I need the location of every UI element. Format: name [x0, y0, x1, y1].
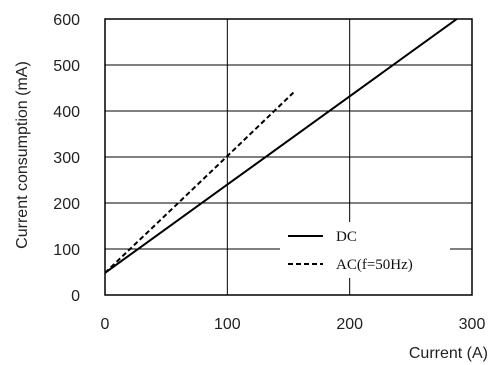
series-line-ac [105, 91, 295, 274]
y-tick-label-0: 0 [71, 288, 80, 305]
y-tick-labels: 0 100 200 300 400 500 600 [53, 12, 80, 305]
x-tick-label-200: 200 [336, 316, 363, 333]
x-tick-label-100: 100 [214, 316, 241, 333]
y-tick-label-200: 200 [53, 196, 80, 213]
y-tick-label-400: 400 [53, 104, 80, 121]
x-tick-labels: 0 100 200 300 [101, 316, 486, 333]
y-axis-title: Current consumption (mA) [14, 61, 31, 249]
legend-label-ac: AC(f=50Hz) [336, 257, 413, 273]
y-tick-label-600: 600 [53, 12, 80, 29]
legend: DC AC(f=50Hz) [280, 222, 450, 278]
x-axis-title: Current (A) [409, 345, 488, 362]
series-line-dc [105, 19, 459, 274]
y-tick-label-100: 100 [53, 242, 80, 259]
x-tick-label-0: 0 [101, 316, 110, 333]
legend-background [280, 222, 450, 278]
series-group [105, 19, 459, 274]
y-tick-label-300: 300 [53, 150, 80, 167]
y-tick-label-500: 500 [53, 58, 80, 75]
legend-label-dc: DC [336, 229, 357, 245]
plot-frame [104, 18, 473, 296]
x-tick-label-300: 300 [459, 316, 486, 333]
